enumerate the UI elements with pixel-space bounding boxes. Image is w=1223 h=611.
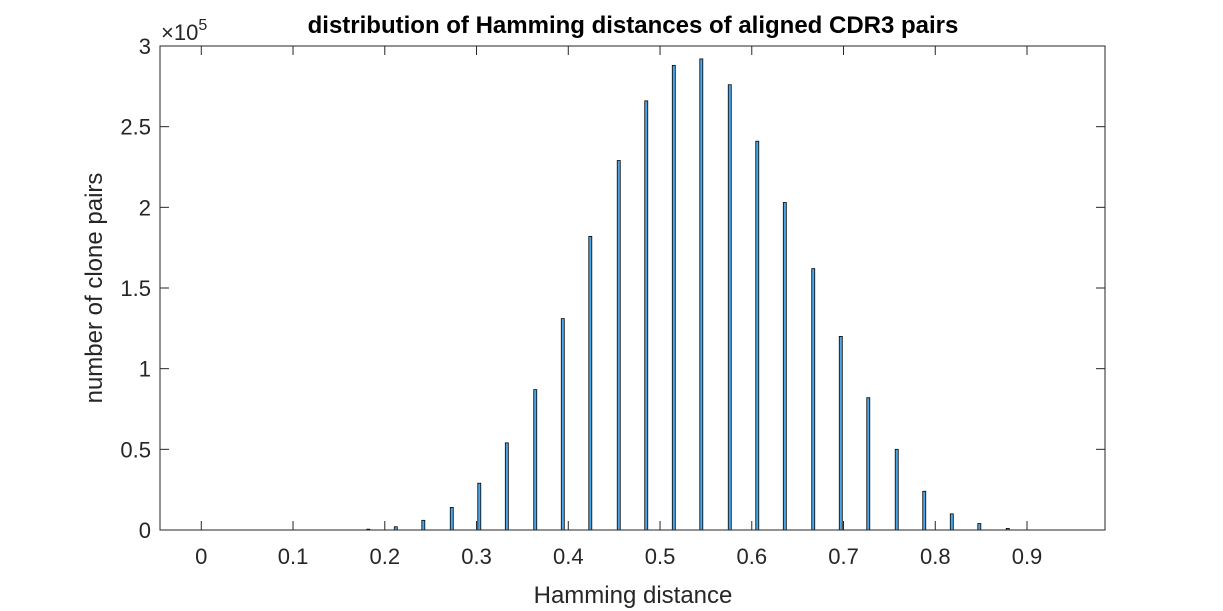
- histogram-bar: [977, 523, 982, 531]
- histogram-bar: [616, 160, 621, 531]
- y-axis-exponent-power: 5: [198, 17, 207, 34]
- x-tick-label: 0: [195, 544, 207, 569]
- x-tick-label: 0.4: [553, 544, 584, 569]
- histogram-bar: [421, 519, 426, 531]
- bars-group: [366, 58, 1010, 531]
- histogram-bar: [560, 318, 565, 531]
- x-axis-label: Hamming distance: [534, 582, 733, 609]
- histogram-bar: [866, 397, 871, 531]
- y-tick-label: 1: [139, 357, 151, 382]
- chart-title: distribution of Hamming distances of ali…: [308, 12, 959, 39]
- x-tick-label: 0.5: [645, 544, 676, 569]
- y-tick-label: 3: [139, 34, 151, 59]
- histogram-bar: [699, 58, 704, 531]
- x-tick-label: 0.3: [461, 544, 492, 569]
- histogram-bar: [949, 513, 954, 531]
- y-axis-ticks: 0 0.5 1 1.5 2 2.5 3: [120, 34, 1105, 543]
- x-tick-label: 0.8: [920, 544, 951, 569]
- histogram-bar: [477, 482, 482, 531]
- histogram-bar: [504, 442, 509, 531]
- y-axis-label: number of clone pairs: [81, 173, 108, 404]
- y-tick-label: 2: [139, 195, 151, 220]
- histogram-bar: [449, 507, 454, 531]
- x-tick-label: 0.6: [736, 544, 767, 569]
- x-tick-label: 0.7: [828, 544, 859, 569]
- histogram-bar: [922, 490, 927, 531]
- y-tick-label: 1.5: [120, 276, 151, 301]
- histogram-bar: [588, 235, 593, 531]
- histogram-bar: [838, 335, 843, 531]
- histogram-bar: [644, 100, 649, 531]
- histogram-bar: [894, 448, 899, 531]
- x-axis-ticks: 0 0.1 0.2 0.3 0.4 0.5 0.6 0.7 0.8 0.9: [195, 46, 1042, 569]
- histogram-bar: [782, 202, 787, 531]
- x-tick-label: 0.2: [369, 544, 400, 569]
- histogram-bar: [811, 268, 816, 531]
- histogram-bar: [533, 389, 538, 531]
- x-tick-label: 0.1: [278, 544, 309, 569]
- y-tick-label: 0.5: [120, 437, 151, 462]
- histogram-bar: [671, 64, 676, 531]
- plot-area-background: [160, 46, 1105, 530]
- y-tick-label: 0: [139, 518, 151, 543]
- histogram-bar: [727, 84, 732, 531]
- histogram-bar: [755, 140, 760, 531]
- y-tick-label: 2.5: [120, 115, 151, 140]
- x-tick-label: 0.9: [1012, 544, 1043, 569]
- y-axis-exponent: ×105: [161, 17, 207, 45]
